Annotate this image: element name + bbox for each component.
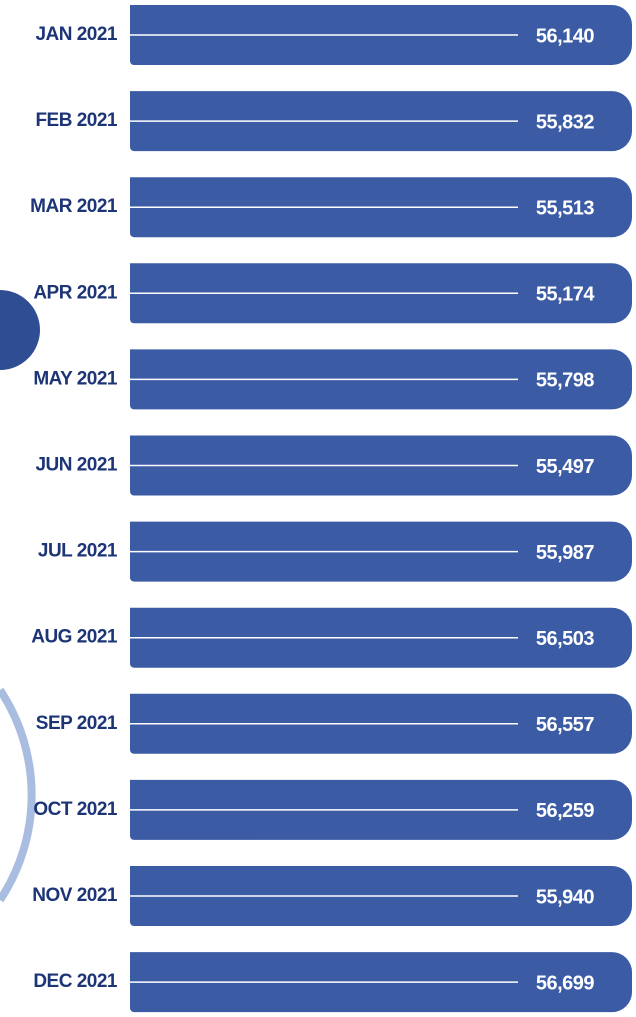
month-label: SEP 2021 xyxy=(36,713,118,734)
month-label: NOV 2021 xyxy=(32,885,118,906)
month-label: FEB 2021 xyxy=(35,110,117,131)
month-label: MAR 2021 xyxy=(30,196,118,217)
value-label: 56,557 xyxy=(536,714,595,736)
decor-light-arc xyxy=(0,687,36,903)
value-label: 55,832 xyxy=(536,111,595,133)
value-label: 55,940 xyxy=(536,886,595,908)
value-label: 55,798 xyxy=(536,370,595,392)
month-label: AUG 2021 xyxy=(31,627,118,648)
month-label: OCT 2021 xyxy=(33,799,118,820)
value-label: 55,513 xyxy=(536,197,595,219)
value-label: 55,497 xyxy=(536,456,595,478)
value-label: 55,174 xyxy=(536,284,596,306)
value-label: 56,699 xyxy=(536,972,595,994)
value-label: 55,987 xyxy=(536,542,595,564)
month-label: JUN 2021 xyxy=(35,455,117,476)
month-label: JUL 2021 xyxy=(38,541,118,562)
month-label: JAN 2021 xyxy=(35,24,117,45)
month-label: APR 2021 xyxy=(33,282,118,303)
decor-dark-arc xyxy=(0,290,40,370)
rows: JAN 2021 56,140 FEB 2021 55,832 MAR 2021 55,5… xyxy=(30,5,632,1013)
value-label: 56,140 xyxy=(536,25,595,47)
month-label: DEC 2021 xyxy=(33,971,118,992)
value-label: 56,259 xyxy=(536,800,595,822)
value-label: 56,503 xyxy=(536,628,595,650)
month-label: MAY 2021 xyxy=(33,368,118,389)
